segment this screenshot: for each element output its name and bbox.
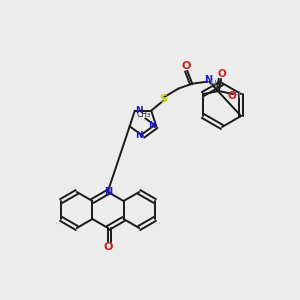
Text: O: O bbox=[228, 91, 236, 101]
Text: H: H bbox=[234, 91, 240, 100]
Text: O: O bbox=[103, 242, 113, 252]
Text: N: N bbox=[104, 187, 112, 197]
Text: O: O bbox=[218, 69, 226, 79]
Text: N: N bbox=[135, 106, 142, 115]
Text: O: O bbox=[182, 61, 191, 71]
Text: CH₃: CH₃ bbox=[136, 110, 150, 119]
Text: S: S bbox=[159, 94, 167, 104]
Text: H: H bbox=[209, 80, 216, 89]
Text: N: N bbox=[204, 75, 212, 85]
Text: N: N bbox=[135, 131, 143, 140]
Text: N: N bbox=[148, 121, 156, 130]
